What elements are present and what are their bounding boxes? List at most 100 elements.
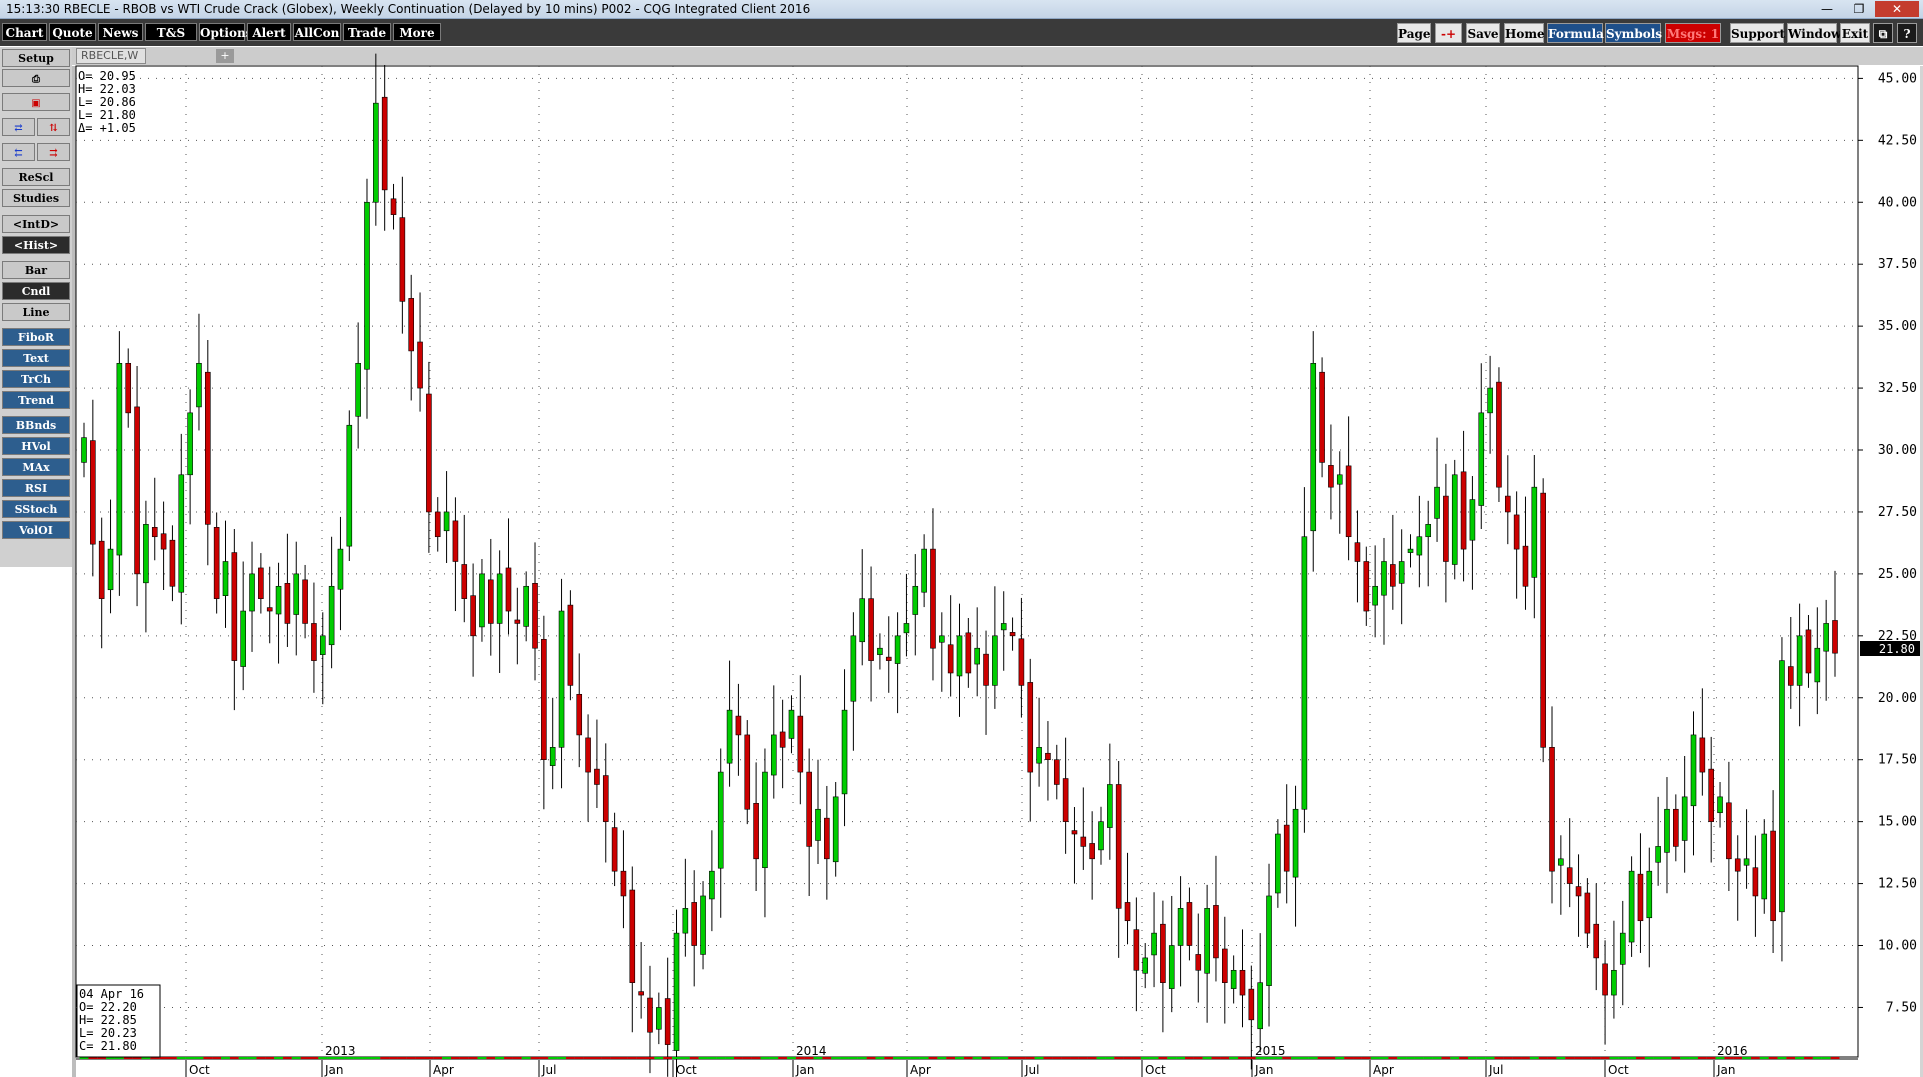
- candle-body: [815, 808, 821, 841]
- menu-options[interactable]: Options: [199, 23, 252, 41]
- candle-down: [1124, 852, 1131, 945]
- x-month-label: Oct: [189, 1063, 210, 1077]
- close-icon[interactable]: ✕: [1875, 1, 1919, 17]
- line-chart-button[interactable]: Line: [2, 303, 70, 321]
- candle-down: [205, 340, 211, 566]
- printer-icon[interactable]: ⎙: [2, 69, 70, 87]
- candle-down: [744, 720, 751, 825]
- minimize-icon[interactable]: —: [1821, 2, 1833, 16]
- scroll-right-icon[interactable]: ⇉: [37, 143, 70, 161]
- formula-button[interactable]: Formula: [1547, 23, 1604, 43]
- candle-body: [1726, 802, 1732, 860]
- candle-body: [682, 908, 689, 934]
- zoom-in-icon[interactable]: ⇄: [2, 118, 35, 136]
- y-tick-label: 25.00: [1878, 567, 1917, 582]
- candle-body: [1575, 886, 1582, 897]
- candle-body: [355, 362, 361, 417]
- menu-more[interactable]: More: [393, 23, 441, 41]
- studies-button[interactable]: Studies: [2, 189, 70, 207]
- y-tick-label: 12.50: [1878, 877, 1917, 892]
- tab-symbol[interactable]: RBECLE,W: [76, 48, 146, 64]
- exit-button[interactable]: Exit: [1840, 23, 1870, 43]
- intraday-button[interactable]: <IntD>: [2, 215, 70, 233]
- trend-strip-segment: [88, 1057, 98, 1059]
- page-button[interactable]: Page: [1397, 23, 1431, 43]
- study-trch-button[interactable]: TrCh: [2, 370, 70, 388]
- candle-down: [1345, 416, 1352, 561]
- candle-body: [1805, 629, 1812, 674]
- study-rsi-button[interactable]: RSI: [2, 479, 70, 497]
- candle-body: [1186, 902, 1193, 946]
- candle-body: [647, 997, 653, 1033]
- history-button[interactable]: <Hist>: [2, 236, 70, 254]
- candle-up: [1743, 809, 1750, 889]
- candle-body: [1301, 536, 1308, 810]
- support-button[interactable]: Support: [1730, 23, 1785, 43]
- trend-strip-segment: [822, 1057, 832, 1059]
- candle-body: [753, 803, 759, 860]
- candle-up: [1107, 743, 1113, 860]
- trend-strip-segment: [406, 1057, 416, 1059]
- y-tick-label: 30.00: [1878, 443, 1917, 458]
- scroll-left-icon[interactable]: ⇇: [2, 143, 35, 161]
- candle-up: [903, 573, 910, 657]
- study-voloi-button[interactable]: VolOI: [2, 521, 70, 539]
- add-tab-button[interactable]: +: [216, 49, 234, 63]
- menu-bar: Chart Quote News T&S Options Alert AllCo…: [0, 19, 1923, 46]
- page-arrows-button[interactable]: -+: [1435, 23, 1462, 43]
- window-button[interactable]: Window: [1787, 23, 1841, 43]
- menu-quote[interactable]: Quote: [49, 23, 96, 41]
- candle-body: [1345, 465, 1352, 538]
- candle-up: [1425, 500, 1432, 587]
- candle-down: [1673, 794, 1679, 862]
- candle-body: [178, 474, 185, 593]
- messages-button[interactable]: Msgs: 1: [1665, 23, 1721, 43]
- candle-body: [1443, 495, 1449, 562]
- candle-down: [98, 517, 105, 649]
- y-tick-label: 7.50: [1886, 1000, 1917, 1015]
- candle-body: [629, 889, 636, 983]
- menu-news[interactable]: News: [98, 23, 143, 41]
- rescale-button[interactable]: ReScl: [2, 168, 70, 186]
- menu-allcon[interactable]: AllCon: [293, 23, 341, 41]
- candle-up: [249, 541, 255, 652]
- setup-button[interactable]: Setup: [2, 49, 70, 67]
- candlestick-series: [81, 53, 1838, 1077]
- study-fibor-button[interactable]: FiboR: [2, 328, 70, 346]
- trend-strip-segment: [1680, 1057, 1690, 1059]
- study-sstoch-button[interactable]: SStoch: [2, 500, 70, 518]
- zoom-out-icon[interactable]: ⇅: [37, 118, 70, 136]
- save-button[interactable]: Save: [1466, 23, 1500, 43]
- crosshair-icon[interactable]: ▣: [2, 93, 70, 111]
- help-button[interactable]: ?: [1897, 23, 1917, 43]
- candle-down: [1460, 430, 1467, 582]
- menu-trade[interactable]: Trade: [343, 23, 391, 41]
- symbols-button[interactable]: Symbols: [1605, 23, 1662, 43]
- candle-down: [868, 566, 874, 702]
- restore-layout-button[interactable]: ⧉: [1873, 23, 1893, 43]
- study-max-button[interactable]: MAx: [2, 458, 70, 476]
- candle-body: [1796, 635, 1803, 686]
- candle-body: [505, 567, 512, 612]
- candle-body: [1248, 988, 1255, 1021]
- candle-body: [426, 393, 432, 513]
- study-text-button[interactable]: Text: [2, 349, 70, 367]
- study-hvol-button[interactable]: HVol: [2, 437, 70, 455]
- candle-up: [346, 410, 353, 562]
- candle-body: [1407, 548, 1414, 553]
- bar-chart-button[interactable]: Bar: [2, 261, 70, 279]
- trend-strip-segment: [804, 1057, 814, 1059]
- restore-icon[interactable]: ❐: [1853, 2, 1865, 16]
- study-trend-button[interactable]: Trend: [2, 391, 70, 409]
- menu-alert[interactable]: Alert: [247, 23, 291, 41]
- candle-chart-button[interactable]: Cndl: [2, 282, 70, 300]
- menu-ts[interactable]: T&S: [145, 23, 197, 41]
- candle-body: [903, 623, 910, 634]
- home-button[interactable]: Home: [1504, 23, 1545, 43]
- candle-up: [355, 322, 361, 449]
- menu-chart[interactable]: Chart: [2, 23, 47, 41]
- study-bbnds-button[interactable]: BBnds: [2, 416, 70, 434]
- trend-strip-segment: [733, 1057, 743, 1059]
- trend-strip-segment: [1618, 1057, 1628, 1059]
